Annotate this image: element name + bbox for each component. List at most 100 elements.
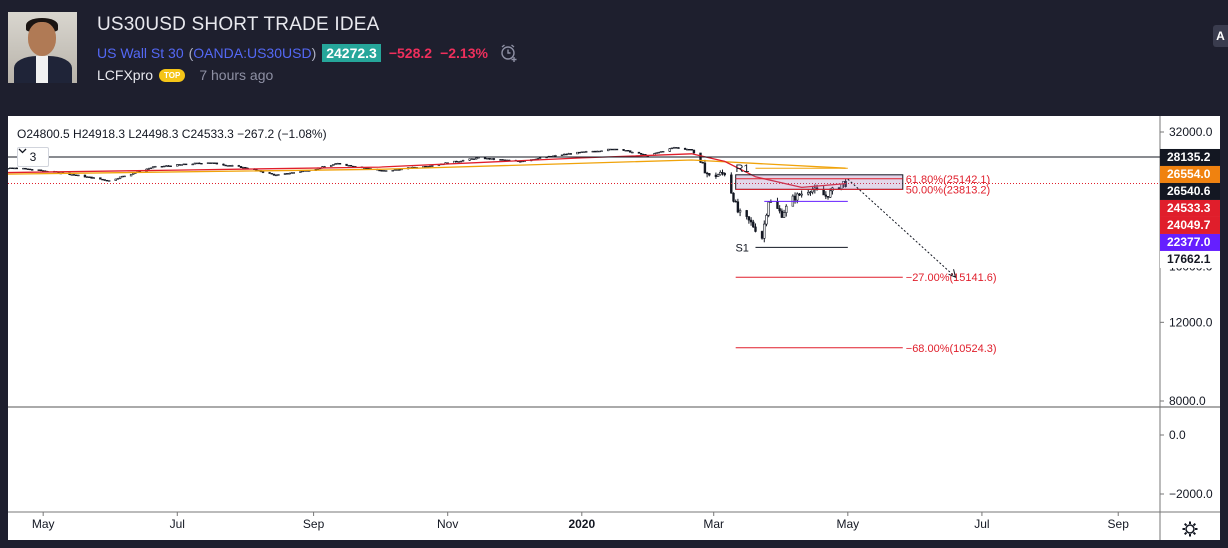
author-name-link[interactable]: LCFXpro [97,67,154,83]
x-tick-label: Sep [1108,517,1130,531]
candle-body [578,151,581,154]
candle-body [167,165,170,167]
candle-body [776,201,779,209]
candle-body [580,151,584,153]
x-tick-label: Jul [974,517,989,531]
candle-body [736,201,740,213]
axis-price-label-text: 26554.0 [1167,167,1211,181]
candle-body [222,163,225,166]
candle-body [11,167,14,169]
candle-body [595,150,599,153]
alarm-clock-plus-icon[interactable] [500,44,518,62]
candle-body [675,147,678,149]
candle-body [486,158,489,160]
x-tick-label: Mar [703,517,724,531]
candle-body [576,151,579,155]
chevron-down-icon [18,148,27,154]
top-author-badge: TOP [159,68,186,82]
candle-body [226,165,230,167]
axis-price-label-text: 22377.0 [1167,235,1211,249]
last-price-badge: 24272.3 [322,44,381,62]
candle-body [206,162,210,164]
paren-open: ( [188,45,194,61]
candle-body [398,169,401,171]
candle-body [807,192,810,195]
candle-body [686,148,689,151]
candle-body [628,150,632,153]
axis-price-label: 26540.6 [1160,182,1220,200]
candle-body [160,166,164,168]
candle-body [477,157,480,159]
candle-body [224,164,227,167]
candle-body [149,167,153,169]
y-tick-label: 0.0 [1169,428,1186,442]
author-avatar[interactable] [8,12,77,83]
candle-body [261,171,265,173]
idea-header: US30USD SHORT TRADE IDEA US Wall St 30 (… [0,0,1228,112]
symbol-code-link[interactable]: OANDA:US30USD [193,45,312,61]
candle-body [668,148,671,152]
candle-body [290,172,293,174]
candle-body [624,150,627,152]
candle-body [237,165,241,167]
candle-body [809,191,812,194]
candle-body [785,205,788,213]
candle-body [395,169,399,171]
chart-area[interactable]: 32000.016000.012000.08000.00.0−2000.0May… [8,116,1220,540]
symbol-name-link[interactable]: US Wall St 30 [97,45,184,61]
axis-price-label: 17662.1 [1160,250,1220,268]
candle-body [72,174,76,176]
candle-body [657,151,660,154]
candle-body [606,148,610,152]
resistance-zone-box [735,174,904,190]
indicator-count: 3 [29,150,37,164]
candle-body [609,148,612,151]
indicators-toggle[interactable]: 3 [17,147,49,167]
candle-body [661,151,665,153]
candle-body [268,172,271,174]
candle-body [563,153,566,156]
candle-body [101,178,104,181]
candle-body [475,157,478,160]
axis-price-label: 24049.7 [1160,216,1220,234]
candle-body [118,176,122,179]
candle-body [732,192,735,202]
x-tick-label: May [32,517,55,531]
moving-average-orange [8,159,846,175]
candle-body [365,167,368,170]
candle-body [738,210,742,213]
candle-body [209,162,212,164]
candle-body [123,175,126,178]
candle-body [334,163,337,165]
candle-body [569,153,573,155]
candle-body [600,150,603,152]
paren-close: ) [311,45,317,61]
candle-body [677,147,680,149]
candle-body [283,173,287,175]
candle-body [147,168,150,170]
axis-price-label: 24533.3 [1160,199,1220,217]
candle-body [639,153,643,155]
y-tick-label: −2000.0 [1169,487,1213,501]
candle-body [457,161,460,163]
candle-body [151,166,155,169]
candle-body [554,155,557,157]
price-chart[interactable]: 32000.016000.012000.08000.00.0−2000.0May… [8,116,1220,540]
candle-body [503,159,507,161]
candle-body [670,147,674,150]
candle-body [692,149,696,154]
candle-body [275,174,278,177]
candle-body [228,165,232,167]
candle-body [538,157,542,159]
candle-body [584,151,588,153]
candle-body [198,162,201,165]
candle-body [461,159,465,162]
candle-body [272,173,276,176]
axis-price-label-text: 26540.6 [1167,184,1211,198]
candle-body [367,167,370,170]
candle-body [121,175,124,178]
settings-gear-icon[interactable] [1182,521,1198,537]
candle-body [332,164,335,166]
candle-body [182,163,186,166]
side-panel-button[interactable]: A [1213,25,1228,47]
